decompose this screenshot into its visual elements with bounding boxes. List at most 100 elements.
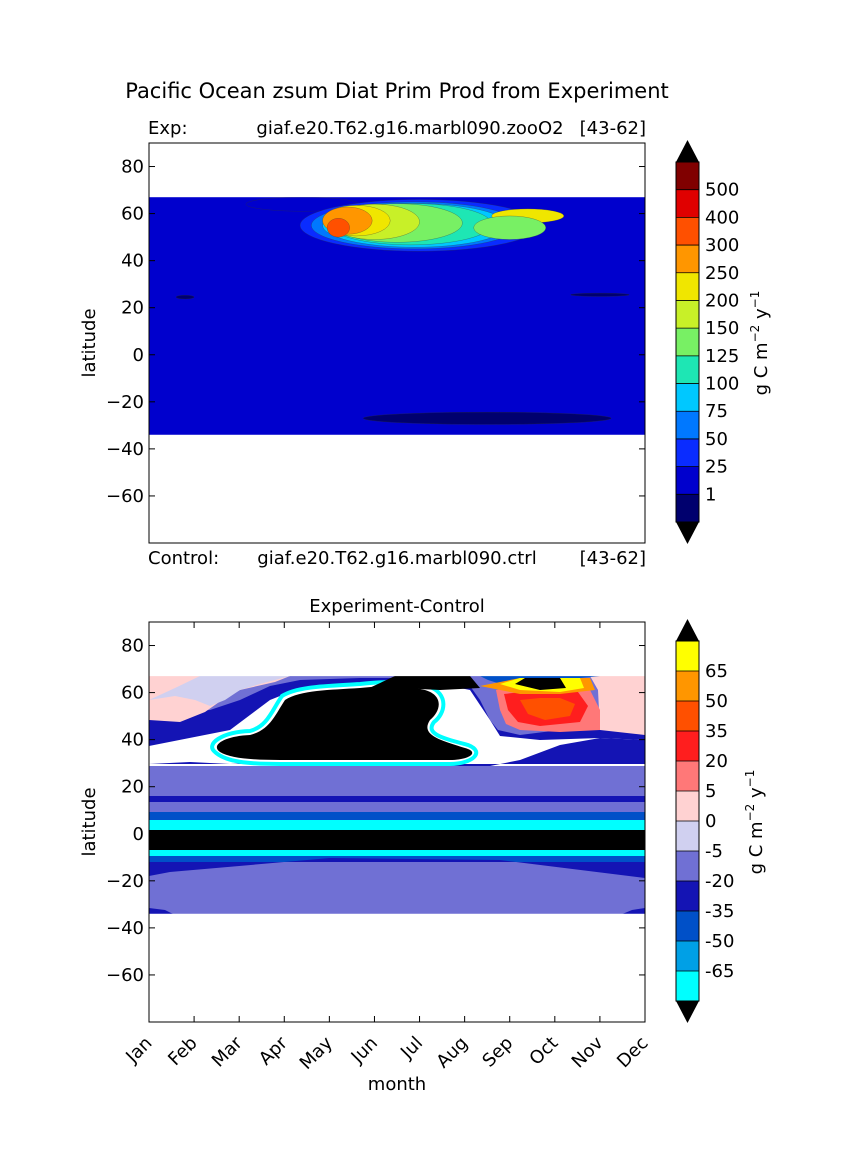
- experiment-panel: 80 60 40 20 0 −20 −40 −60 latitude: [79, 142, 646, 544]
- colorbar-swatch: [676, 731, 699, 761]
- x-tick-label: Dec: [613, 1033, 652, 1072]
- colorbar-frame: [675, 161, 700, 523]
- colorbar-swatch: [676, 761, 699, 791]
- colorbar-tick-label: -5: [705, 841, 723, 862]
- colorbar-extend-low: [676, 522, 699, 544]
- colorbar-tick-label: 50: [705, 429, 728, 450]
- diff-band-tropic-cyan: [149, 820, 645, 830]
- colorbar-swatch: [676, 941, 699, 971]
- colorbar-swatch: [676, 791, 699, 821]
- difference-x-axis-label: month: [368, 1074, 426, 1095]
- diff-band-south-dark-se: [620, 908, 645, 915]
- colorbar-swatch: [676, 411, 699, 439]
- diff-mask-north: [149, 622, 645, 677]
- y-tick-label: 20: [121, 298, 144, 319]
- y-tick-label: −60: [106, 486, 144, 507]
- x-tick-label: Sep: [478, 1033, 517, 1072]
- colorbar-swatch: [676, 881, 699, 911]
- x-tick-label: Apr: [255, 1032, 292, 1069]
- exp-label: Exp:: [148, 118, 188, 139]
- exp-contour-11: [473, 215, 547, 240]
- diff-band-tropic-blue: [149, 812, 645, 820]
- y-tick-label: −60: [106, 965, 144, 986]
- diff-pink-ne: [590, 676, 645, 735]
- diff-black-north-cap: [365, 676, 480, 690]
- colorbar-tick-label: -50: [705, 931, 734, 952]
- y-tick-label: 20: [121, 777, 144, 798]
- x-tick-label: May: [296, 1032, 337, 1073]
- y-tick-label: 40: [121, 730, 144, 751]
- exp-contour-12: [362, 411, 612, 425]
- difference-panel: 80 60 40 20 0 −20 −40 −60 Jan Feb Mar Apr May Jun Jul…: [79, 621, 653, 1095]
- colorbar-swatch: [676, 971, 699, 1001]
- exp-contour-13: [175, 294, 195, 300]
- diff-band-tropic-lavender: [149, 802, 645, 812]
- diff-band-tropic-dark: [149, 796, 645, 802]
- colorbar-tick-label: 20: [705, 751, 728, 772]
- colorbar-tick-label: 25: [705, 457, 728, 478]
- diff-band-south-dark-sw: [149, 908, 175, 915]
- x-tick-label: Jun: [347, 1033, 382, 1068]
- colorbar-swatch: [676, 641, 699, 671]
- cb1-unit-mid: y: [751, 308, 772, 325]
- colorbar-swatch: [676, 189, 699, 218]
- colorbar-extend-high: [676, 619, 699, 641]
- y-tick-label: −40: [106, 439, 144, 460]
- colorbar-tick-label: 0: [705, 811, 716, 832]
- colorbar-tick-label: 400: [705, 207, 739, 228]
- x-tick-label: Mar: [208, 1032, 247, 1071]
- colorbar-swatch: [676, 300, 699, 329]
- diff-positive-east-lobe-orange: [520, 698, 575, 720]
- colorbar-tick-label: 5: [705, 781, 716, 802]
- colorbar-swatch: [676, 328, 699, 356]
- experiment-y-axis: 80 60 40 20 0 −20 −40 −60: [106, 157, 645, 507]
- colorbar-tick-label: 75: [705, 401, 728, 422]
- x-tick-label: Nov: [568, 1032, 608, 1072]
- colorbar-swatch: [676, 701, 699, 731]
- colorbar-tick-label: -65: [705, 961, 734, 982]
- colorbar-swatch: [676, 438, 699, 467]
- x-tick-label: Aug: [432, 1033, 472, 1073]
- colorbar-tick-label: 500: [705, 180, 739, 201]
- experiment-contour-field: [149, 143, 645, 435]
- experiment-y-axis-label: latitude: [79, 308, 100, 377]
- diff-band-mid-lat-dark: [149, 738, 645, 770]
- control-label: Control:: [148, 548, 219, 569]
- diff-panel-title: Experiment-Control: [309, 596, 485, 617]
- exp-years: [43-62]: [580, 118, 646, 139]
- colorbar-tick-label: 35: [705, 721, 728, 742]
- difference-colorbar-label: g C m−2 y−1: [743, 770, 767, 875]
- colorbar-swatch: [676, 466, 699, 495]
- experiment-colorbar-label: g C m−2 y−1: [748, 291, 772, 396]
- cb2-unit-exp2: −1: [743, 770, 757, 788]
- colorbar-swatch: [676, 821, 699, 851]
- difference-contour-field: [149, 622, 645, 1022]
- colorbar-extend-low: [676, 1001, 699, 1023]
- y-tick-label: 80: [121, 157, 144, 178]
- exp-contour-14: [570, 292, 630, 297]
- cb1-unit-main: g C m: [751, 342, 772, 395]
- y-tick-label: 0: [133, 345, 144, 366]
- y-tick-label: 60: [121, 204, 144, 225]
- colorbar-tick-label: 1: [705, 484, 716, 505]
- y-tick-label: −20: [106, 871, 144, 892]
- y-tick-label: 80: [121, 636, 144, 657]
- colorbar-tick-label: 125: [705, 346, 739, 367]
- colorbar-swatch: [676, 245, 699, 273]
- y-tick-label: −20: [106, 392, 144, 413]
- difference-axes-frame: [148, 621, 646, 1023]
- cb2-unit-exp1: −2: [743, 804, 757, 822]
- cb2-unit-mid: y: [746, 787, 767, 804]
- exp-run-name: giaf.e20.T62.g16.marbl090.zooO2: [256, 118, 563, 139]
- x-tick-label: Oct: [525, 1033, 562, 1070]
- difference-y-axis: 80 60 40 20 0 −20 −40 −60: [106, 636, 645, 986]
- exp-field-mask-north: [149, 143, 645, 198]
- colorbar-swatch: [676, 383, 699, 412]
- colorbar-tick-label: 150: [705, 318, 739, 339]
- diff-band-south-lavender: [149, 862, 645, 915]
- diff-cyan-ring: [210, 680, 479, 767]
- colorbar-tick-label: 250: [705, 263, 739, 284]
- colorbar-swatch: [676, 494, 699, 522]
- colorbar-tick-label: 100: [705, 374, 739, 395]
